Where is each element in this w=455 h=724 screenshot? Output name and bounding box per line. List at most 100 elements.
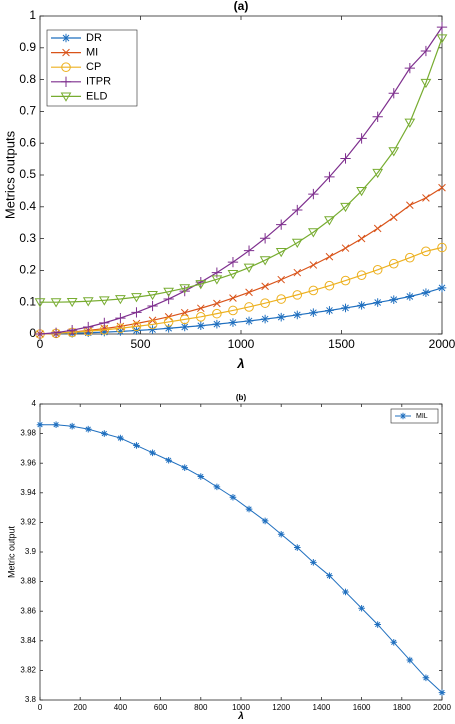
data-point xyxy=(374,621,381,628)
data-point xyxy=(66,297,78,308)
data-point xyxy=(276,312,286,322)
series-line-mil xyxy=(40,424,443,693)
data-point xyxy=(179,314,190,325)
y-tick-label: 0.3 xyxy=(19,231,36,245)
y-tick-label: 0.8 xyxy=(19,72,36,86)
data-point xyxy=(197,473,205,480)
data-point xyxy=(181,464,189,471)
data-point xyxy=(52,421,60,429)
legend-label: ELD xyxy=(86,90,107,102)
y-tick-label: 0.2 xyxy=(19,263,36,277)
data-point xyxy=(277,530,285,538)
data-point xyxy=(356,186,367,197)
y-axis-label: Metrics outputs xyxy=(2,130,17,219)
data-point xyxy=(292,204,303,216)
data-point xyxy=(117,434,124,442)
x-axis-label: λ xyxy=(237,711,244,722)
y-tick-label: 3.9 xyxy=(25,547,37,556)
data-point xyxy=(180,322,190,332)
legend-marker xyxy=(60,92,72,102)
data-point xyxy=(228,305,238,316)
data-point xyxy=(406,201,414,210)
series-itpr xyxy=(34,21,448,340)
data-point xyxy=(308,285,319,296)
x-tick-label: 500 xyxy=(130,337,150,351)
data-point xyxy=(324,280,335,291)
data-point xyxy=(388,88,399,99)
x-tick-label: 1000 xyxy=(232,703,250,712)
legend-marker xyxy=(61,62,71,72)
x-tick-label: 1800 xyxy=(393,703,411,712)
data-point xyxy=(115,295,126,305)
data-point xyxy=(131,307,142,318)
x-tick-label: 1200 xyxy=(272,703,290,712)
data-point xyxy=(179,284,191,294)
y-axis-label: Metric output xyxy=(6,525,16,578)
x-tick-label: 0 xyxy=(37,337,44,351)
data-point xyxy=(84,425,92,433)
x-tick-label: 1500 xyxy=(328,337,355,351)
data-point xyxy=(213,299,221,308)
data-point xyxy=(195,280,207,290)
data-point xyxy=(36,421,44,429)
y-tick-label: 0.9 xyxy=(19,40,36,54)
data-point xyxy=(148,325,157,334)
legend: MIL xyxy=(390,408,439,424)
legend-label: MI xyxy=(86,47,98,59)
data-point xyxy=(389,295,399,304)
y-tick-label: 3.8 xyxy=(25,695,37,704)
series-line-cp xyxy=(39,246,443,335)
data-point xyxy=(115,312,126,324)
data-point xyxy=(372,111,383,122)
data-point xyxy=(357,301,366,310)
y-tick-label: 3.84 xyxy=(20,636,36,645)
data-point xyxy=(307,228,319,238)
data-point xyxy=(340,153,351,164)
data-point xyxy=(277,275,285,284)
data-point xyxy=(436,34,448,44)
legend: DR MI CP ITPR ELD xyxy=(46,29,138,107)
data-point xyxy=(100,327,109,337)
data-point xyxy=(292,310,302,320)
data-point xyxy=(276,294,287,304)
data-point xyxy=(341,303,350,313)
data-point xyxy=(405,252,415,263)
data-point xyxy=(180,308,189,317)
data-point xyxy=(164,323,173,333)
data-point xyxy=(243,263,255,273)
data-point xyxy=(101,430,108,437)
data-point xyxy=(243,245,255,256)
data-point xyxy=(293,268,302,277)
data-point xyxy=(115,323,126,334)
data-point xyxy=(164,313,173,321)
data-point xyxy=(261,517,269,525)
chart-title: (b) xyxy=(236,393,247,402)
data-point xyxy=(404,118,416,128)
data-point xyxy=(163,317,174,327)
data-point xyxy=(116,327,125,336)
legend-box xyxy=(390,408,439,424)
data-point xyxy=(372,264,383,275)
data-point xyxy=(245,505,253,513)
data-point xyxy=(340,202,351,213)
data-point xyxy=(34,328,46,340)
x-tick-label: 200 xyxy=(74,703,88,712)
data-point xyxy=(131,321,142,332)
data-point xyxy=(227,269,239,280)
y-tick-label: 0.5 xyxy=(19,167,36,181)
data-point xyxy=(196,321,206,331)
data-point xyxy=(420,78,432,89)
data-point xyxy=(309,308,318,317)
data-point xyxy=(133,442,140,449)
data-point xyxy=(261,282,269,291)
data-point xyxy=(83,328,93,338)
data-point xyxy=(82,297,94,307)
legend-marker xyxy=(62,48,70,57)
y-tick-label: 4 xyxy=(32,399,37,408)
series-line-mi xyxy=(39,187,443,335)
data-point xyxy=(388,258,399,269)
y-tick-label: 0.1 xyxy=(19,294,36,308)
x-axis-label: λ xyxy=(236,356,244,371)
y-tick-label: 0 xyxy=(29,326,36,340)
